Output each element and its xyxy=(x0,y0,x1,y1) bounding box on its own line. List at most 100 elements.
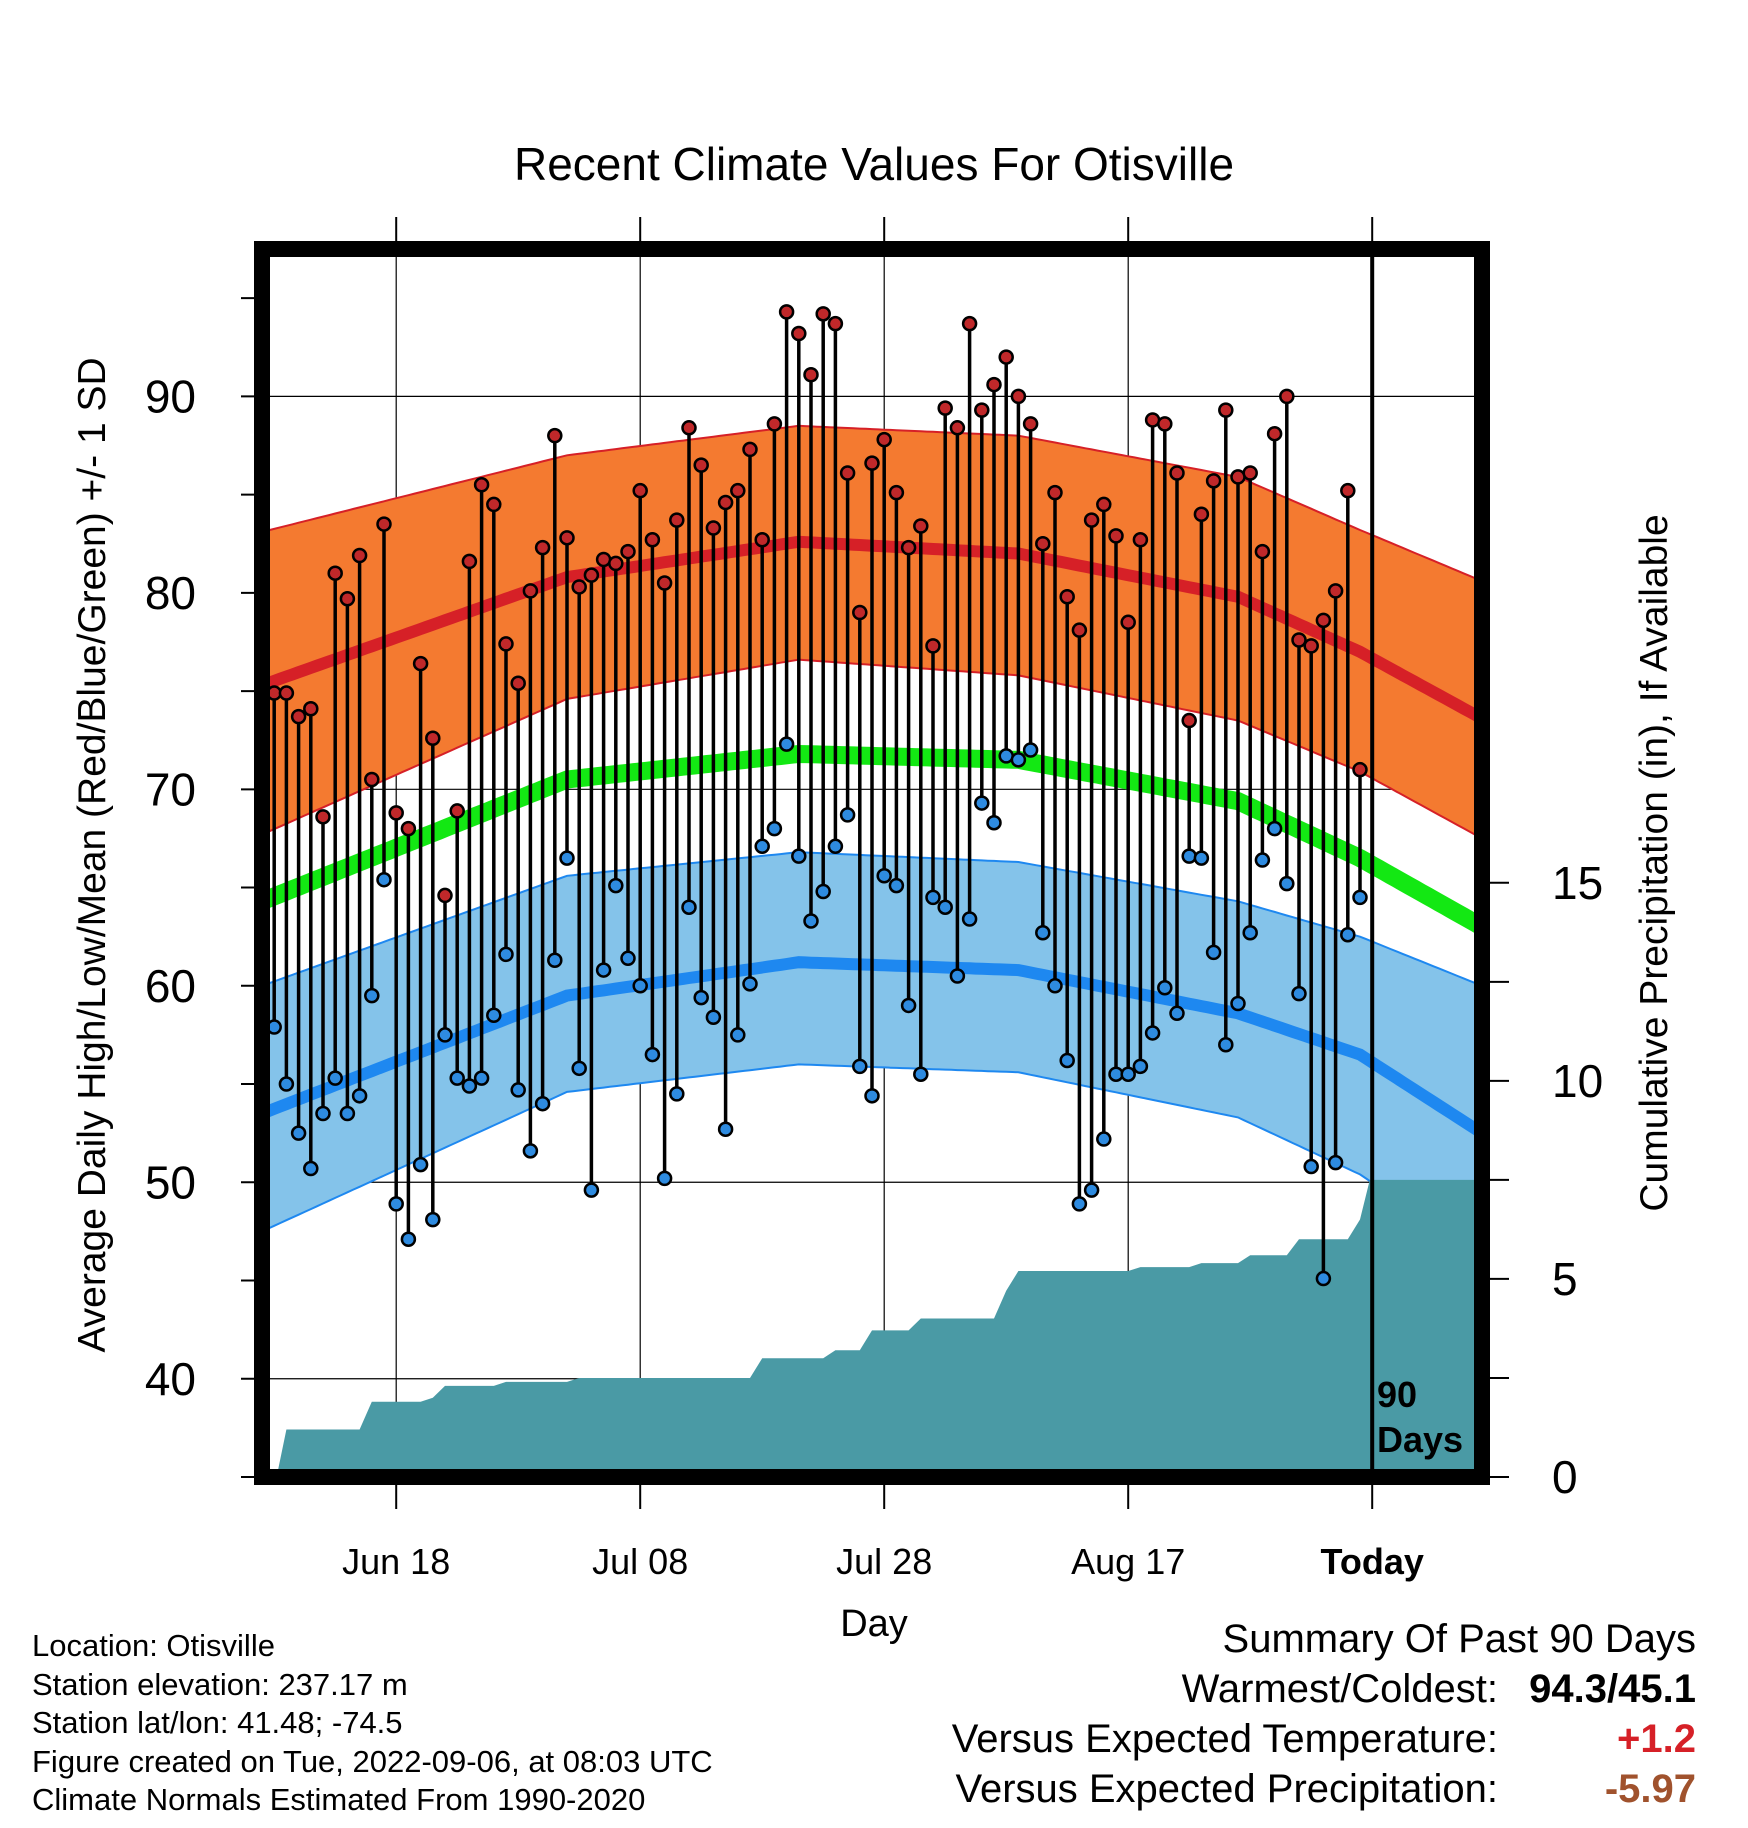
daily-high-point xyxy=(486,496,502,513)
today-label: 90 Days xyxy=(1377,1374,1463,1460)
y-left-tick-label: 40 xyxy=(145,1353,196,1405)
summary-warmest-row: Warmest/Coldest: 94.3/45.1 xyxy=(952,1664,1696,1714)
y-right-tick-label: 5 xyxy=(1552,1253,1578,1305)
daily-low-point xyxy=(461,1078,478,1094)
daily-low-point xyxy=(839,807,856,823)
daily-high-point xyxy=(303,701,319,717)
daily-low-point xyxy=(754,838,770,855)
daily-low-point xyxy=(510,1082,526,1098)
daily-low-point xyxy=(778,736,795,752)
daily-low-point xyxy=(1254,852,1271,868)
daily-low-point xyxy=(913,1066,929,1082)
daily-high-point xyxy=(827,315,844,332)
daily-high-point xyxy=(961,315,978,332)
daily-high-point xyxy=(1352,761,1368,778)
daily-high-point xyxy=(473,477,490,493)
daily-low-point xyxy=(656,1170,673,1187)
daily-high-point xyxy=(571,579,587,595)
today-label-days-count: 90 xyxy=(1377,1374,1417,1415)
daily-high-point xyxy=(717,494,734,511)
daily-low-point xyxy=(791,848,807,864)
daily-high-point xyxy=(425,730,441,746)
daily-high-point xyxy=(278,685,295,701)
daily-high-point xyxy=(754,532,770,548)
daily-low-point xyxy=(1266,820,1283,837)
latlon-text: Station lat/lon: 41.48; -74.5 xyxy=(32,1705,403,1740)
daily-low-point xyxy=(1169,1005,1185,1022)
y-axis-label-right: Cumulative Precipitation (in), If Availa… xyxy=(1633,514,1676,1211)
daily-high-point xyxy=(900,539,917,556)
daily-low-point xyxy=(400,1231,417,1248)
daily-low-point xyxy=(571,1060,587,1077)
daily-low-point xyxy=(717,1121,734,1137)
daily-high-point xyxy=(1340,482,1356,499)
daily-low-point xyxy=(961,911,978,927)
daily-low-point xyxy=(1083,1182,1100,1198)
daily-low-point xyxy=(364,987,380,1004)
daily-high-point xyxy=(1083,512,1100,528)
daily-high-point xyxy=(1242,465,1258,481)
daily-low-point xyxy=(1315,1270,1332,1287)
daily-high-point xyxy=(437,887,453,904)
daily-low-point xyxy=(473,1070,490,1086)
daily-high-point xyxy=(583,567,600,583)
daily-low-point xyxy=(388,1196,404,1212)
daily-high-point xyxy=(742,441,758,458)
daily-low-point xyxy=(315,1105,331,1122)
summary-temp-row: Versus Expected Temperature: +1.2 xyxy=(952,1714,1696,1764)
summary-panel: Summary Of Past 90 Days Warmest/Coldest:… xyxy=(952,1614,1696,1814)
y-right-tick-label: 10 xyxy=(1552,1055,1603,1107)
precip-anomaly-value: -5.97 xyxy=(1604,1767,1696,1811)
warmest-value: 94.3/45.1 xyxy=(1529,1667,1696,1711)
daily-high-point xyxy=(669,512,685,528)
elevation-text: Station elevation: 237.17 m xyxy=(32,1666,408,1702)
daily-low-point xyxy=(437,1027,453,1043)
daily-high-point xyxy=(766,416,783,432)
daily-low-point xyxy=(888,877,905,894)
daily-low-point xyxy=(1279,875,1295,892)
daily-high-point xyxy=(327,565,343,581)
daily-low-point xyxy=(1022,742,1039,758)
daily-high-point xyxy=(913,518,929,534)
precip-area xyxy=(262,1179,1482,1477)
daily-high-point xyxy=(644,532,661,548)
y-right-tick-label: 15 xyxy=(1552,857,1603,909)
daily-low-point xyxy=(766,820,783,837)
x-tick-label: Aug 17 xyxy=(1071,1541,1185,1582)
daily-high-point xyxy=(1035,535,1051,552)
daily-low-point xyxy=(681,899,697,915)
daily-low-point xyxy=(425,1211,441,1228)
daily-high-point xyxy=(510,675,526,691)
daily-high-point xyxy=(1169,465,1185,481)
summary-title: Summary Of Past 90 Days xyxy=(1222,1617,1696,1661)
daily-low-point xyxy=(1230,995,1246,1012)
today-label-days-word: Days xyxy=(1377,1419,1463,1460)
daily-low-point xyxy=(303,1160,319,1177)
daily-low-point xyxy=(1327,1154,1344,1171)
daily-high-point xyxy=(1157,416,1173,432)
daily-high-point xyxy=(852,604,868,621)
plot-frame xyxy=(254,241,1490,1485)
daily-low-point xyxy=(1157,980,1173,996)
daily-low-point xyxy=(1047,978,1063,994)
daily-high-point xyxy=(1071,622,1088,638)
daily-high-point xyxy=(339,590,356,607)
chart-title: Recent Climate Values For Otisville xyxy=(514,138,1234,190)
warmest-label: Warmest/Coldest: xyxy=(1181,1667,1498,1711)
daily-high-point xyxy=(534,539,551,556)
daily-high-point xyxy=(400,820,417,837)
summary-precip-row: Versus Expected Precipitation: -5.97 xyxy=(952,1764,1696,1814)
location-text: Location: Otisville xyxy=(32,1628,275,1663)
daily-low-point xyxy=(547,952,563,969)
daily-low-point xyxy=(864,1088,880,1104)
daily-high-point xyxy=(998,349,1014,365)
daily-high-point xyxy=(1181,712,1197,729)
daily-low-point xyxy=(1059,1052,1075,1069)
x-axis-label: Day xyxy=(840,1603,908,1645)
daily-low-point xyxy=(730,1027,746,1043)
daily-low-point xyxy=(339,1105,356,1122)
daily-low-point xyxy=(278,1076,295,1092)
daily-low-point xyxy=(925,889,941,906)
daily-low-point xyxy=(620,950,636,967)
daily-low-point xyxy=(827,838,844,855)
